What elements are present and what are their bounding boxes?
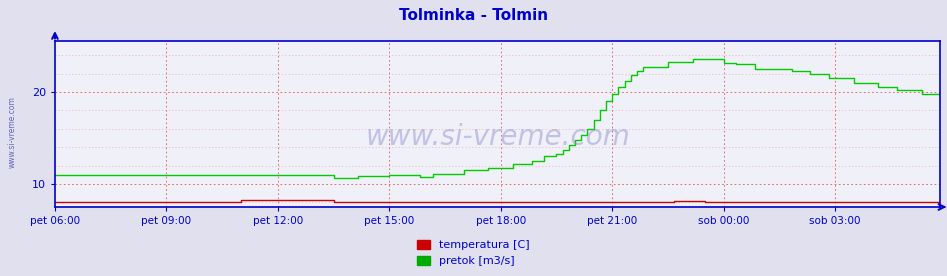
Text: www.si-vreme.com: www.si-vreme.com	[8, 97, 17, 168]
Text: Tolminka - Tolmin: Tolminka - Tolmin	[399, 8, 548, 23]
Text: www.si-vreme.com: www.si-vreme.com	[366, 123, 630, 152]
Legend: temperatura [C], pretok [m3/s]: temperatura [C], pretok [m3/s]	[413, 235, 534, 270]
